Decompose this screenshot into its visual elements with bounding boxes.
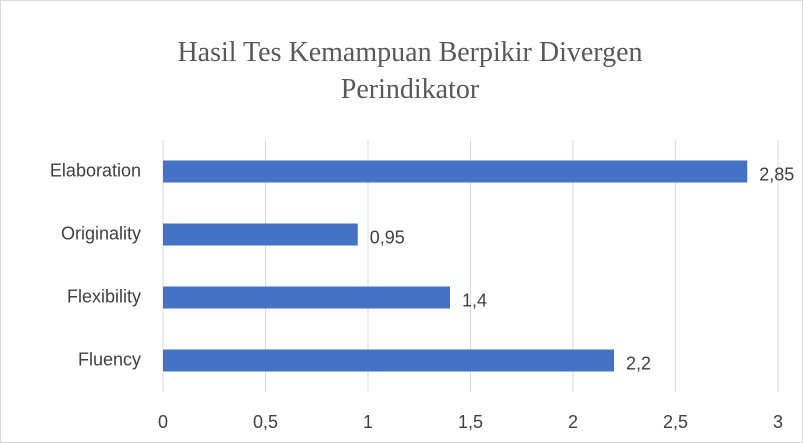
value-label: 2,2 <box>626 353 651 373</box>
x-tick-label: 2 <box>568 412 578 432</box>
y-tick-label: Fluency <box>78 349 141 369</box>
x-tick-label: 1,5 <box>458 412 483 432</box>
bar <box>163 160 748 183</box>
value-label: 0,95 <box>370 227 405 247</box>
x-tick-label: 1 <box>363 412 373 432</box>
chart-title: Hasil Tes Kemampuan Berpikir Divergen Pe… <box>177 37 643 105</box>
x-tick-label: 3 <box>773 412 783 432</box>
bar <box>163 223 358 246</box>
value-label: 2,85 <box>759 164 794 184</box>
bar <box>163 286 450 309</box>
x-tick-label: 2,5 <box>663 412 688 432</box>
y-tick-label: Originality <box>61 223 141 243</box>
value-label: 1,4 <box>462 290 487 310</box>
y-tick-label: Flexibility <box>67 286 141 306</box>
x-tick-label: 0 <box>158 412 168 432</box>
y-tick-label: Elaboration <box>50 160 141 180</box>
x-tick-label: 0,5 <box>253 412 278 432</box>
bar <box>163 349 614 372</box>
